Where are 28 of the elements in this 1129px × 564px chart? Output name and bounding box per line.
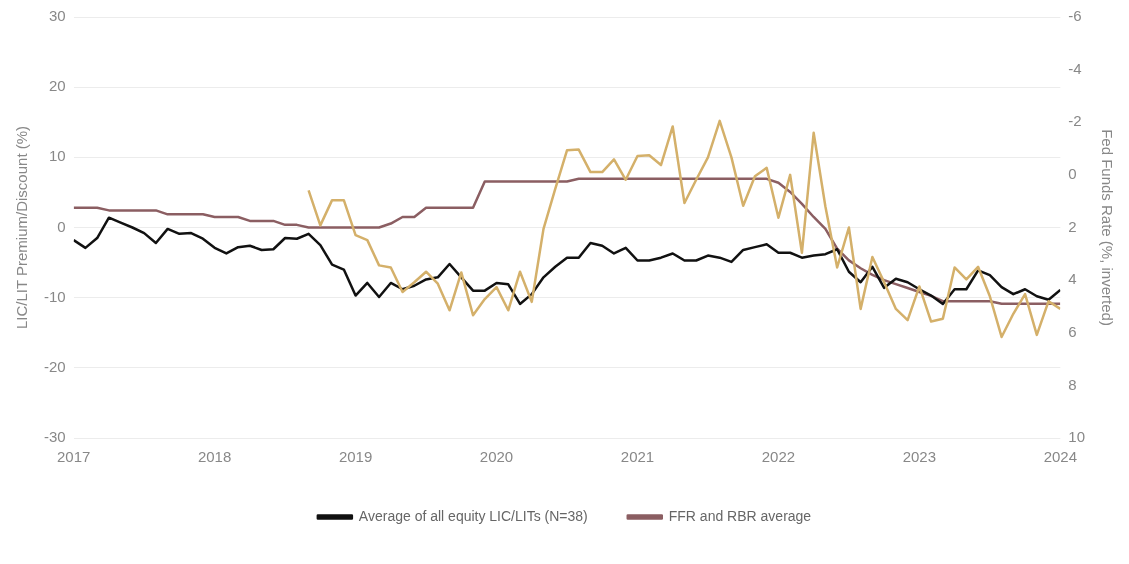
y2-tick-label: 0 <box>1068 165 1077 183</box>
y-tick-label: -30 <box>43 428 66 446</box>
x-tick-label: 2023 <box>902 448 937 466</box>
x-tick-label: 2019 <box>338 448 373 466</box>
y-tick-label: 20 <box>48 77 66 95</box>
y2-tick-label: 8 <box>1068 375 1077 393</box>
x-tick-label: 2022 <box>761 448 796 466</box>
y-tick-label: -20 <box>43 357 66 375</box>
y-axis-title: LIC/LIT Premium/Discount (%) <box>13 125 31 330</box>
y-tick-label: 30 <box>48 7 66 25</box>
legend-label: Average of all equity LIC/LITs (N=38) <box>358 507 588 524</box>
y2-axis-title: Fed Funds Rate (%, inverted) <box>1098 129 1116 326</box>
y2-tick-label: -4 <box>1068 59 1082 77</box>
y2-tick-label: 6 <box>1068 322 1077 340</box>
x-tick-label: 2017 <box>56 448 91 466</box>
y2-tick-label: -2 <box>1068 112 1082 130</box>
x-tick-label: 2024 <box>1043 448 1077 466</box>
y2-tick-label: 4 <box>1068 270 1077 288</box>
legend-label: FFR and RBR average <box>668 507 812 524</box>
y-tick-label: -10 <box>43 287 66 305</box>
x-tick-label: 2020 <box>479 448 514 466</box>
y-tick-label: 10 <box>48 147 66 165</box>
x-tick-label: 2021 <box>620 448 655 466</box>
y2-tick-label: 10 <box>1068 428 1085 446</box>
y2-tick-label: 2 <box>1068 217 1077 235</box>
y2-tick-label: -6 <box>1068 7 1082 25</box>
x-tick-label: 2018 <box>197 448 232 466</box>
y-tick-label: 0 <box>57 217 66 235</box>
